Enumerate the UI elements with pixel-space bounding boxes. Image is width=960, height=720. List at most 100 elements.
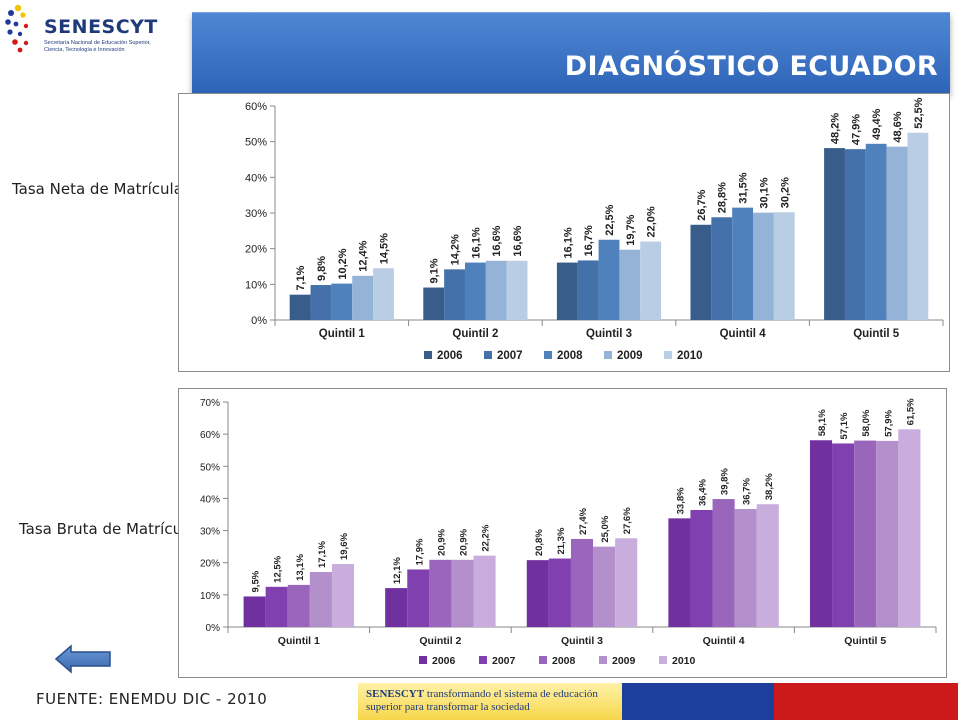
chart2-legend-label: 2010 <box>672 655 696 667</box>
chart2-bar <box>331 564 355 627</box>
chart2-bar <box>243 596 266 627</box>
chart1-data-label: 14,5% <box>378 233 390 264</box>
footer-banner-text: SENESCYT transformando el sistema de edu… <box>366 688 616 714</box>
back-button[interactable] <box>54 644 112 674</box>
chart1-bar <box>690 224 712 320</box>
chart1-data-label: 16,6% <box>491 225 503 256</box>
chart2-y-tick-label: 40% <box>200 494 220 505</box>
chart2-category-label: Quintil 3 <box>561 635 603 647</box>
chart2-data-label: 39,8% <box>720 468 731 495</box>
chart1-svg: 0% 10% 20% 30% 40% 50% 60% Quintil 1 Quintil 2 Qu… <box>245 97 944 362</box>
chart1-y-tick-label: 40% <box>245 172 267 184</box>
chart1-bar <box>464 262 486 320</box>
chart1-bar <box>506 260 528 320</box>
chart1-bar <box>732 207 754 320</box>
chart2-bar <box>898 429 921 627</box>
chart1-data-label: 10,2% <box>337 248 349 279</box>
chart1-bar <box>773 212 795 320</box>
chart1-bar <box>556 262 578 320</box>
chart2-bar <box>668 518 691 627</box>
chart2-data-label: 58,1% <box>817 409 828 436</box>
chart2-legend-label: 2008 <box>552 655 576 667</box>
footer-banner-brand: SENESCYT <box>366 688 425 700</box>
chart1-data-label: 12,4% <box>358 240 370 271</box>
chart2-data-label: 58,0% <box>861 409 872 436</box>
chart1-legend-swatch <box>484 351 492 359</box>
chart2-data-label: 17,9% <box>414 538 425 565</box>
chart2-legend-swatch <box>659 656 667 664</box>
chart1-bar <box>310 285 332 320</box>
chart1-legend-swatch <box>424 351 432 359</box>
chart2-y-tick-label: 70% <box>200 398 220 409</box>
chart2-data-label: 36,4% <box>698 479 709 506</box>
chart1-legend-label: 2010 <box>677 350 703 362</box>
chart2-category-label: Quintil 4 <box>703 635 745 647</box>
chart2-data-label: 33,8% <box>675 487 686 514</box>
chart1-data-label: 26,7% <box>696 189 708 220</box>
chart1-bar <box>331 283 353 320</box>
chart1-bar <box>824 148 845 320</box>
chart2-y-tick-label: 30% <box>200 527 220 538</box>
chart1-category-label: Quintil 1 <box>319 328 366 340</box>
chart2-bar <box>473 555 496 627</box>
logo-dots-icon <box>5 4 29 53</box>
chart2-bar <box>832 443 855 627</box>
chart1-bar <box>619 249 641 320</box>
chart1-category-label: Quintil 3 <box>586 328 632 340</box>
chart1-data-label: 22,5% <box>604 204 616 235</box>
chart1-data-label: 30,2% <box>779 177 791 208</box>
chart1-data-label: 19,7% <box>625 214 637 245</box>
chart2-category-label: Quintil 1 <box>278 635 320 647</box>
chart1-data-label: 47,9% <box>850 114 862 145</box>
chart1-data-label: 31,5% <box>738 172 750 203</box>
chart2-data-label: 27,4% <box>578 507 589 534</box>
chart2-bar <box>809 440 833 627</box>
chart2-bar <box>712 499 735 627</box>
chart2-y-tick-label: 50% <box>200 462 220 473</box>
chart2-bar <box>690 510 713 627</box>
chart1-bar <box>289 294 311 320</box>
chart1-bar <box>598 239 620 320</box>
chart1-data-label: 16,1% <box>470 227 482 258</box>
chart1-y-tick-label: 20% <box>245 244 267 256</box>
chart1-data-label: 52,5% <box>913 97 925 128</box>
chart1-bar <box>865 143 887 320</box>
chart1-y-tick-label: 50% <box>245 137 267 149</box>
chart2-legend-swatch <box>419 656 427 664</box>
title-banner: DIAGNÓSTICO ECUADOR <box>192 12 950 93</box>
chart-net-enrollment: 0% 10% 20% 30% 40% 50% 60% Quintil 1 Quintil 2 Qu… <box>178 93 950 372</box>
chart2-data-label: 13,1% <box>295 553 306 580</box>
chart2-data-label: 9,5% <box>251 570 262 592</box>
chart1-legend-label: 2006 <box>437 350 463 362</box>
chart2-data-label: 19,6% <box>339 533 350 560</box>
back-arrow-icon <box>54 644 111 674</box>
chart1-bar <box>373 268 394 320</box>
logo-subtitle: Secretaría Nacional de Educación Superio… <box>44 40 151 53</box>
chart2-bar <box>385 588 408 627</box>
chart1-bar <box>423 287 445 320</box>
chart2-y-tick-label: 60% <box>200 430 220 441</box>
chart1-bar <box>640 241 662 320</box>
chart1-bar <box>844 149 866 320</box>
chart-gross-enrollment: 0% 10% 20% 30% 40% 50% 60% 70% Quintil 1 Quintil … <box>178 388 947 678</box>
chart1-side-label: Tasa Neta de Matrícula en ES <box>12 180 231 198</box>
chart2-bar <box>570 538 594 627</box>
chart1-data-label: 7,1% <box>295 265 307 290</box>
chart2-data-label: 27,6% <box>622 507 633 534</box>
chart2-bar <box>854 440 877 627</box>
chart2-data-label: 61,5% <box>905 398 916 425</box>
chart2-data-label: 17,1% <box>317 541 328 568</box>
chart2-data-label: 25,0% <box>600 515 611 542</box>
chart2-y-tick-label: 0% <box>206 623 221 634</box>
chart2-legend-label: 2009 <box>612 655 636 667</box>
chart1-legend-swatch <box>664 351 672 359</box>
chart1-category-label: Quintil 2 <box>452 328 498 340</box>
chart1-y-tick-label: 30% <box>245 208 267 220</box>
chart1-data-label: 28,8% <box>717 182 729 213</box>
chart1-data-label: 49,4% <box>871 108 883 139</box>
chart2-bar <box>526 560 549 627</box>
chart2-bar <box>876 440 899 627</box>
chart1-data-label: 16,6% <box>512 225 524 256</box>
chart2-data-label: 38,2% <box>764 473 775 500</box>
chart1-bar <box>907 132 929 320</box>
